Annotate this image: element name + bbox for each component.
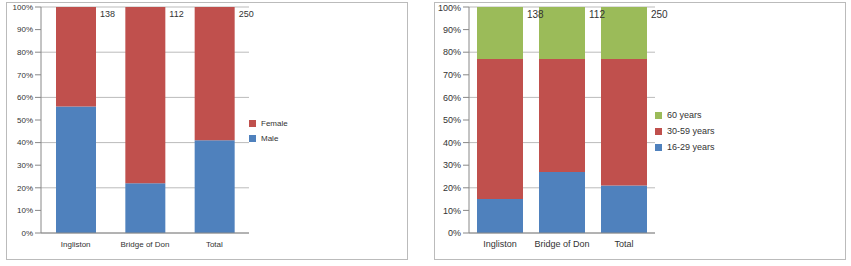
svg-text:30%: 30%	[17, 161, 33, 170]
svg-text:90%: 90%	[443, 25, 461, 35]
svg-text:Ingliston: Ingliston	[483, 239, 517, 249]
svg-text:250: 250	[239, 9, 254, 19]
svg-text:100%: 100%	[438, 3, 461, 13]
html-text:30-59 years: 30-59 years	[667, 126, 715, 136]
svg-text:30%: 30%	[443, 160, 461, 170]
svg-text:138: 138	[527, 9, 544, 20]
svg-text:250: 250	[651, 9, 668, 20]
svg-text:10%: 10%	[443, 206, 461, 216]
svg-text:20%: 20%	[443, 183, 461, 193]
svg-text:50%: 50%	[17, 116, 33, 125]
svg-text:0%: 0%	[448, 228, 461, 238]
svg-text:112: 112	[169, 9, 183, 19]
svg-text:60%: 60%	[443, 93, 461, 103]
svg-text:70%: 70%	[443, 70, 461, 80]
svg-text:Ingliston: Ingliston	[61, 240, 91, 249]
svg-text:112: 112	[589, 9, 605, 20]
svg-text:100%: 100%	[13, 3, 33, 12]
svg-text:Bridge of Don: Bridge of Don	[534, 239, 589, 249]
svg-text:80%: 80%	[17, 48, 33, 57]
svg-text:0%: 0%	[21, 229, 33, 238]
svg-text:20%: 20%	[17, 184, 33, 193]
svg-text:10%: 10%	[17, 206, 33, 215]
svg-text:70%: 70%	[17, 71, 33, 80]
html-text:Female: Female	[261, 119, 288, 128]
svg-text:60%: 60%	[17, 93, 33, 102]
svg-text:40%: 40%	[17, 138, 33, 147]
svg-text:Bridge of Don: Bridge of Don	[121, 240, 170, 249]
svg-text:50%: 50%	[443, 115, 461, 125]
html-text:Male: Male	[261, 134, 279, 143]
svg-text:40%: 40%	[443, 138, 461, 148]
svg-text:90%: 90%	[17, 25, 33, 34]
svg-text:Total: Total	[614, 239, 633, 249]
html-text:16-29 years: 16-29 years	[667, 142, 715, 152]
html-text:60 years: 60 years	[667, 110, 702, 120]
svg-text:Total: Total	[206, 240, 223, 249]
svg-text:80%: 80%	[443, 47, 461, 57]
svg-text:138: 138	[100, 9, 115, 19]
